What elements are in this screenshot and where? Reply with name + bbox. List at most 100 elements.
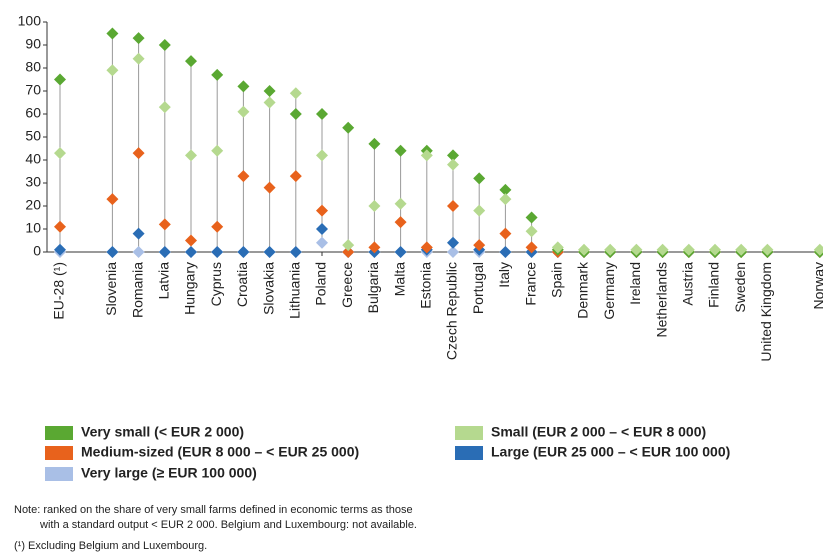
- diamond: [709, 243, 721, 256]
- diamond: [106, 246, 119, 258]
- diamond: [158, 218, 171, 231]
- x-tick-label: Sweden: [732, 262, 748, 313]
- x-tick-label: Malta: [391, 262, 407, 296]
- x-tick-label: Finland: [706, 262, 722, 308]
- diamond: [499, 193, 512, 206]
- legend-label: Large (EUR 25 000 – < EUR 100 000): [491, 444, 730, 460]
- diamond: [132, 52, 145, 65]
- diamond: [499, 227, 512, 240]
- diamond: [394, 216, 407, 229]
- diamond: [54, 147, 66, 160]
- diamond: [604, 243, 617, 256]
- diamond: [630, 243, 643, 256]
- diamond: [342, 121, 355, 134]
- diamond: [447, 149, 459, 162]
- diamond: [158, 39, 171, 51]
- y-tick-label: 40: [25, 151, 41, 167]
- diamond: [132, 147, 145, 160]
- note: (¹) Excluding Belgium and Luxembourg.: [14, 540, 207, 552]
- diamond: [368, 241, 381, 254]
- diamond: [106, 27, 119, 40]
- diamond: [368, 137, 381, 150]
- diamond: [185, 246, 197, 258]
- diamond: [289, 108, 302, 120]
- diamond: [289, 170, 302, 183]
- legend-swatch: [45, 446, 73, 460]
- legend-label: Medium-sized (EUR 8 000 – < EUR 25 000): [81, 444, 359, 460]
- diamond: [473, 172, 486, 185]
- diamond: [447, 236, 459, 249]
- diamond: [54, 73, 66, 86]
- x-tick-label: Hungary: [182, 262, 198, 315]
- diamond: [342, 246, 355, 258]
- x-tick-label: Portugal: [470, 262, 486, 314]
- diamond: [316, 223, 328, 235]
- y-tick-label: 30: [25, 174, 41, 190]
- diamond: [735, 243, 748, 256]
- diamond: [420, 149, 433, 162]
- diamond: [263, 85, 276, 97]
- x-tick-label: Ireland: [627, 262, 643, 305]
- y-tick-label: 70: [25, 82, 41, 98]
- x-tick-label: Italy: [496, 262, 512, 288]
- legend-swatch: [455, 446, 483, 460]
- diamond: [473, 204, 486, 217]
- diamond: [316, 108, 328, 120]
- legend-swatch: [45, 426, 73, 440]
- diamond: [185, 55, 197, 68]
- diamond: [525, 211, 538, 224]
- x-tick-label: Slovakia: [260, 262, 276, 315]
- x-tick-label: Spain: [549, 262, 565, 298]
- legend-label: Small (EUR 2 000 – < EUR 8 000): [491, 424, 706, 440]
- x-tick-label: Lithuania: [287, 262, 303, 319]
- x-tick-label: Netherlands: [653, 262, 669, 338]
- diamond: [447, 158, 459, 171]
- diamond: [211, 68, 224, 81]
- y-tick-label: 60: [25, 105, 41, 121]
- diamond: [237, 246, 250, 258]
- diamond: [368, 200, 381, 212]
- x-tick-label: Germany: [601, 262, 617, 320]
- note: with a standard output < EUR 2 000. Belg…: [39, 519, 417, 531]
- diamond: [263, 96, 276, 109]
- diamond: [237, 80, 250, 93]
- diamond: [106, 193, 119, 206]
- diamond: [237, 170, 250, 183]
- diamond: [394, 197, 407, 210]
- x-tick-label: Cyprus: [208, 262, 224, 306]
- x-tick-label: Denmark: [575, 261, 591, 319]
- diamond: [316, 236, 328, 249]
- diamond: [447, 246, 459, 258]
- diamond: [525, 225, 538, 238]
- diamond: [682, 243, 695, 256]
- diamond: [289, 87, 302, 100]
- diamond: [316, 204, 328, 217]
- note: Note: ranked on the share of very small …: [14, 504, 413, 516]
- diamond: [54, 243, 66, 256]
- x-tick-label: Poland: [313, 262, 329, 306]
- diamond: [158, 101, 171, 114]
- diamond: [499, 183, 512, 196]
- y-tick-label: 90: [25, 36, 41, 52]
- diamond: [185, 234, 197, 247]
- x-tick-label: United Kingdom: [758, 262, 774, 362]
- x-tick-label: Bulgaria: [365, 262, 381, 314]
- diamond: [211, 144, 224, 157]
- diamond: [499, 246, 512, 258]
- y-tick-label: 50: [25, 128, 41, 144]
- diamond: [237, 105, 250, 118]
- diamond: [578, 243, 590, 256]
- diamond: [342, 239, 355, 252]
- diamond: [394, 144, 407, 157]
- diamond: [289, 246, 302, 258]
- legend-swatch: [45, 467, 73, 481]
- diamond: [158, 246, 171, 258]
- diamond: [106, 64, 119, 77]
- x-tick-label: France: [522, 262, 538, 306]
- legend-label: Very small (< EUR 2 000): [81, 424, 244, 440]
- diamond: [132, 246, 145, 258]
- y-tick-label: 20: [25, 197, 41, 213]
- x-tick-label: Austria: [680, 262, 696, 306]
- x-tick-label: Romania: [129, 262, 145, 318]
